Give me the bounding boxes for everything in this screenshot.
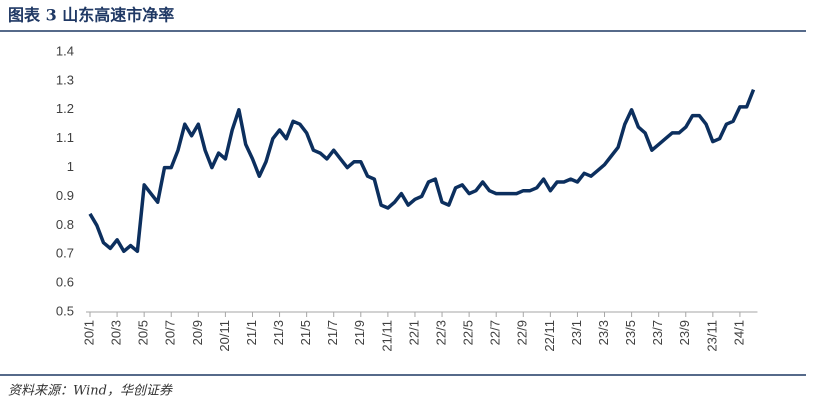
x-tick-label: 20/7 [163,320,178,345]
y-tick-label: 0.7 [56,246,74,261]
x-tick-label: 21/3 [271,320,286,345]
x-tick-label: 23/1 [569,320,584,345]
y-tick-label: 1.2 [56,101,74,116]
x-tick-label: 20/1 [81,320,96,345]
x-tick-label: 21/7 [325,320,340,345]
x-tick-label: 21/9 [352,320,367,345]
y-tick-label: 0.9 [56,188,74,203]
y-tick-label: 1.4 [56,43,74,58]
x-tick-label: 22/5 [461,320,476,345]
x-tick-label: 24/1 [731,320,746,345]
y-tick-label: 0.5 [56,303,74,318]
y-tick-label: 0.6 [56,275,74,290]
y-tick-label: 1.3 [56,72,74,87]
y-tick-label: 0.8 [56,217,74,232]
x-tick-label: 20/9 [190,320,205,345]
x-tick-label: 21/1 [244,320,259,345]
x-tick-label: 22/1 [406,320,421,345]
y-tick-label: 1.1 [56,130,74,145]
x-tick-label: 23/11 [704,320,719,352]
x-tick-label: 22/11 [542,320,557,352]
y-tick-label: 1 [67,159,74,174]
x-tick-label: 20/11 [217,320,232,352]
x-tick-label: 23/7 [650,320,665,345]
chart-title: 图表 3 山东高速市净率 [8,6,174,25]
x-tick-label: 21/11 [379,320,394,352]
x-tick-label: 22/7 [488,320,503,345]
data-line [88,88,756,254]
x-tick-label: 21/5 [298,320,313,345]
x-tick-label: 20/3 [109,320,124,345]
x-tick-label: 23/3 [596,320,611,345]
source: 资料来源：Wind，华创证券 [8,384,173,399]
x-tick-label: 23/9 [677,320,692,345]
x-tick-label: 23/5 [623,320,638,345]
x-tick-label: 22/9 [515,320,530,345]
x-tick-label: 20/5 [136,320,151,345]
x-tick-label: 22/3 [433,320,448,345]
